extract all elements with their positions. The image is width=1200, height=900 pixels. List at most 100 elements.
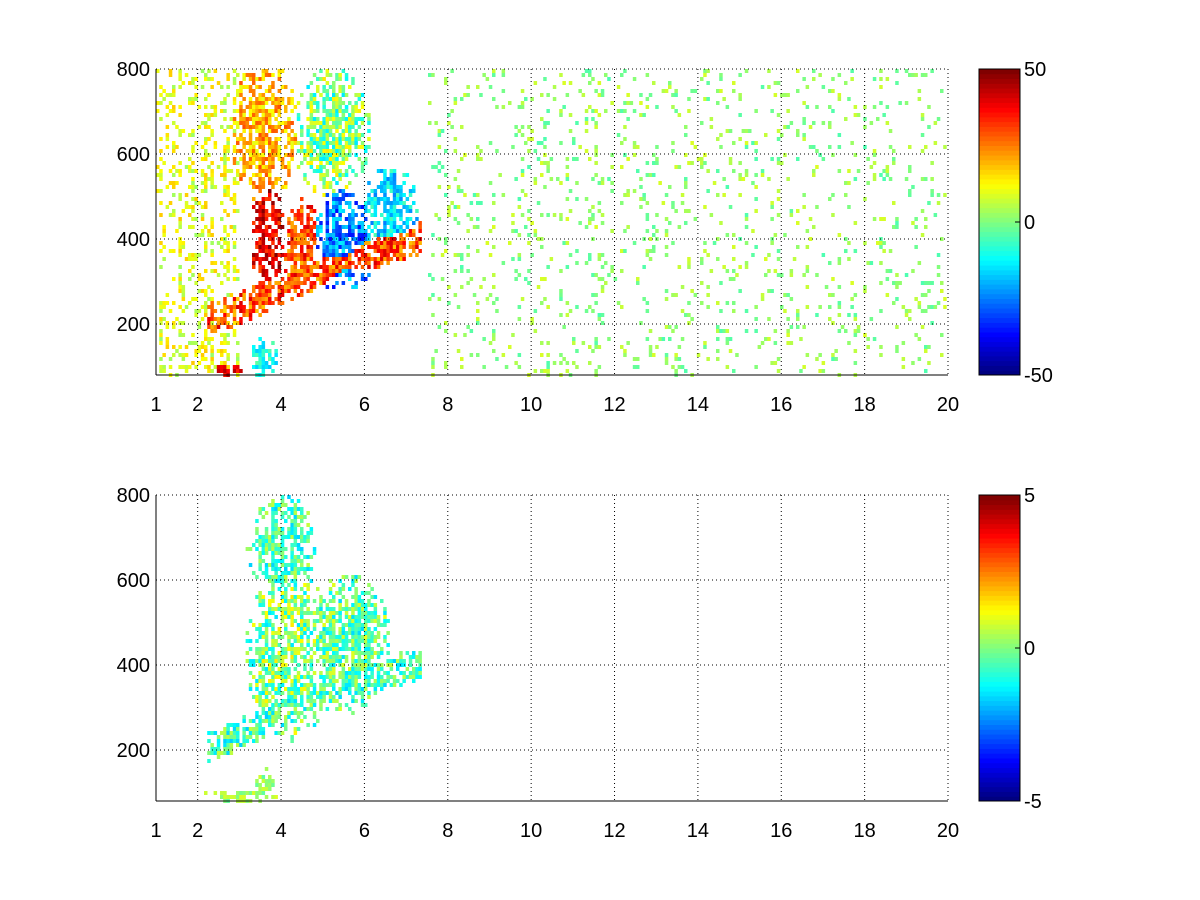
heatmap-cell [194,281,198,285]
heatmap-cell [277,587,282,591]
heatmap-cell [834,357,838,361]
heatmap-cell [805,85,810,89]
heatmap-cell [351,105,355,109]
heatmap-cell [789,209,794,213]
heatmap-cell [354,105,358,109]
heatmap-cell [744,169,749,173]
heatmap-cell [357,205,362,209]
heatmap-cell [168,109,173,113]
heatmap-cell [338,197,342,201]
heatmap-cell [335,225,339,229]
heatmap-cell [261,129,266,133]
heatmap-cell [306,85,310,89]
heatmap-cell [322,181,326,185]
heatmap-cell [296,293,301,297]
heatmap-cell [264,273,269,277]
heatmap-cell [204,225,208,229]
heatmap-cell [232,209,237,213]
heatmap-cell [936,201,941,205]
heatmap-cell [709,269,714,273]
heatmap-cell [418,225,422,229]
heatmap-cell [172,325,176,329]
heatmap-cell [252,109,256,113]
heatmap-cell [309,289,314,293]
heatmap-cell [476,85,480,89]
colorbar-swatch [979,222,1020,228]
heatmap-cell [476,309,480,313]
heatmap-cell [735,353,739,357]
heatmap-cell [178,305,182,309]
heatmap-cell [271,527,275,531]
heatmap-cell [408,189,413,193]
heatmap-cell [188,213,192,217]
heatmap-cell [290,285,294,289]
heatmap-cell [213,365,218,369]
heatmap-cell [517,353,522,357]
heatmap-cell [466,253,470,257]
heatmap-cell [920,309,925,313]
heatmap-cell [338,109,342,113]
heatmap-cell [274,531,278,535]
heatmap-cell [837,133,842,137]
heatmap-cell [495,149,499,153]
heatmap-cell [341,85,346,89]
heatmap-cell [226,261,230,265]
heatmap-cell [463,333,467,337]
heatmap-cell [172,85,176,89]
heatmap-cell [754,197,758,201]
heatmap-cell [338,101,342,105]
heatmap-cell [191,169,195,173]
heatmap-cell [284,289,288,293]
heatmap-cell [335,181,339,185]
heatmap-cell [501,69,506,73]
heatmap-cell [159,317,163,321]
heatmap-cell [255,699,259,703]
heatmap-cell [258,93,262,97]
heatmap-cell [210,357,214,361]
heatmap-cell [271,715,275,719]
heatmap-cell [178,249,182,253]
heatmap-cell [271,181,275,185]
heatmap-cell [357,229,362,233]
heatmap-cell [341,607,346,611]
heatmap-cell [527,233,531,237]
heatmap-cell [725,329,730,333]
heatmap-cell [335,197,339,201]
heatmap-cell [280,69,285,73]
heatmap-cell [341,623,346,627]
heatmap-cell [229,309,234,313]
heatmap-cell [716,101,720,105]
heatmap-cell [258,185,262,189]
heatmap-cell [300,615,304,619]
x-tick-label: 10 [520,820,542,842]
heatmap-cell [322,643,326,647]
heatmap-cell [287,711,291,715]
heatmap-cell [261,233,266,237]
heatmap-cell [383,257,387,261]
heatmap-cell [293,639,298,643]
heatmap-cell [895,221,899,225]
heatmap-cell [309,699,314,703]
heatmap-cell [492,201,496,205]
heatmap-cell [303,631,307,635]
heatmap-cell [274,571,278,575]
heatmap-cell [223,149,227,153]
heatmap-cell [287,137,291,141]
heatmap-cell [226,137,230,141]
heatmap-cell [354,133,358,137]
heatmap-cell [236,369,240,373]
heatmap-cell [853,329,858,333]
heatmap-cell [290,623,294,627]
heatmap-cell [367,121,371,125]
colorbar-swatch [979,628,1020,635]
heatmap-cell [828,145,832,149]
heatmap-cell [344,157,349,161]
heatmap-cell [264,719,269,723]
heatmap-cell [712,181,717,185]
heatmap-cell [716,169,720,173]
heatmap-cell [268,365,272,369]
heatmap-cell [264,113,269,117]
heatmap-cell [530,253,534,257]
heatmap-cell [716,237,720,241]
